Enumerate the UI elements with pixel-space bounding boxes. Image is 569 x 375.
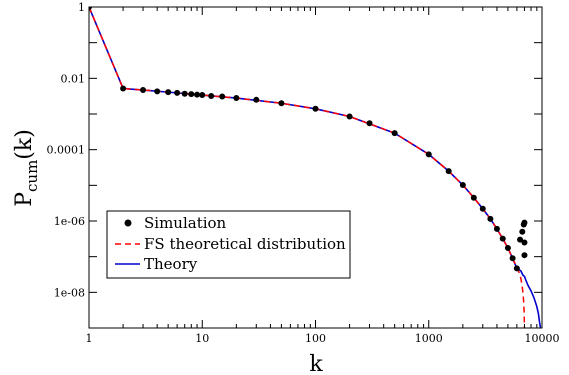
plot-frame (88, 6, 543, 329)
simulation-point (194, 91, 201, 98)
simulation-point (278, 100, 285, 107)
x-tick-label: 1 (86, 332, 93, 345)
simulation-point (181, 90, 188, 97)
simulation-point (521, 219, 528, 226)
legend-theory-label: Theory (144, 255, 198, 273)
x-tick-label: 10000 (525, 332, 560, 345)
simulation-point (499, 235, 506, 242)
x-axis-title: k (309, 352, 323, 375)
simulation-point (479, 205, 486, 212)
legend-simulation-marker (124, 219, 132, 227)
simulation-point (253, 96, 260, 103)
simulation-point (120, 85, 127, 92)
simulation-point (165, 89, 172, 96)
y-axis-title: Pcum(k) (12, 129, 41, 207)
y-tick-label: 1 (78, 1, 85, 14)
simulation-point (154, 88, 161, 95)
fs-theoretical-distribution-line (89, 7, 526, 328)
simulation-point (366, 120, 373, 127)
simulation-point (519, 228, 526, 235)
simulation-point (487, 215, 494, 222)
y-tick-label: 1e-08 (54, 286, 85, 299)
simulation-point (89, 7, 92, 10)
simulation-point (509, 255, 516, 262)
x-tick-label: 10 (195, 332, 209, 345)
simulation-point (312, 105, 319, 112)
simulation-point (219, 93, 226, 100)
simulation-point (233, 95, 240, 102)
simulation-point (470, 194, 477, 201)
simulation-point (445, 168, 452, 175)
y-tick-label: 1e-06 (54, 215, 85, 228)
simulation-point (493, 225, 500, 232)
simulation-point (517, 236, 524, 243)
simulation-point (208, 92, 215, 99)
simulation-point (140, 87, 147, 94)
simulation-point (174, 89, 181, 96)
legend-simulation-label: Simulation (144, 214, 227, 232)
ticks-layer: 1 10 100 1000 10000 1 0.01 0.0001 1e-06 1e-08 (47, 1, 560, 345)
legend-box (106, 210, 351, 279)
simulation-point (521, 239, 528, 246)
y-tick-label: 0.0001 (47, 144, 86, 157)
y-tick-label: 0.01 (61, 72, 86, 85)
simulation-point (521, 252, 528, 259)
simulation-point (504, 245, 511, 251)
simulation-point (425, 151, 432, 158)
simulation-point (199, 92, 206, 99)
legend-fs-label: FS theoretical distribution (144, 235, 346, 253)
series-group (89, 7, 542, 328)
simulation-point (391, 130, 398, 137)
simulation-point (513, 265, 520, 272)
simulation-point (188, 91, 195, 98)
theory-line (89, 7, 542, 328)
simulation-point (346, 113, 353, 120)
plot-layer (89, 7, 542, 328)
simulation-point (459, 182, 466, 189)
legend: Simulation FS theoretical distribution T… (106, 210, 351, 279)
x-tick-label: 1000 (415, 332, 443, 345)
x-tick-label: 100 (305, 332, 326, 345)
